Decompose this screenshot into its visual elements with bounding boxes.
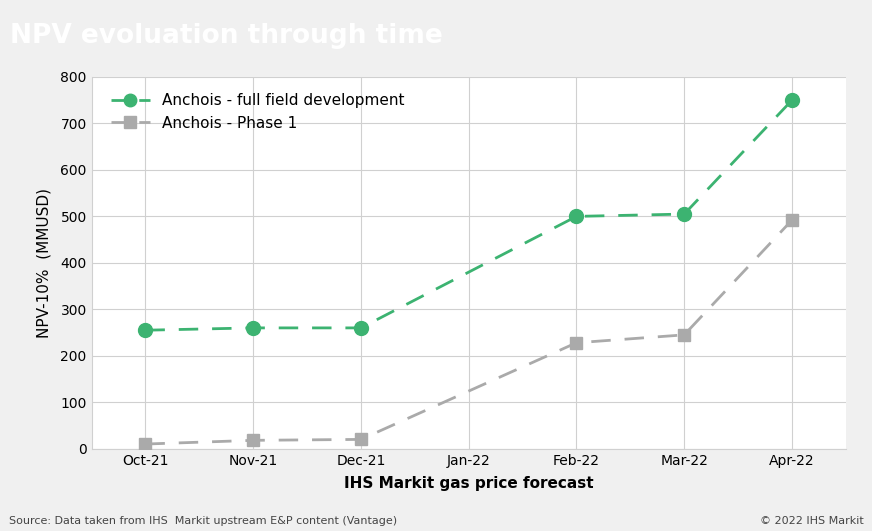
Text: NPV evoluation through time: NPV evoluation through time bbox=[10, 23, 443, 49]
Legend: Anchois - full field development, Anchois - Phase 1: Anchois - full field development, Anchoi… bbox=[106, 88, 409, 135]
Text: © 2022 IHS Markit: © 2022 IHS Markit bbox=[760, 516, 863, 526]
Text: Source: Data taken from IHS  Markit upstream E&P content (Vantage): Source: Data taken from IHS Markit upstr… bbox=[9, 516, 397, 526]
Y-axis label: NPV-10%  (MMUSD): NPV-10% (MMUSD) bbox=[37, 188, 52, 338]
X-axis label: IHS Markit gas price forecast: IHS Markit gas price forecast bbox=[344, 476, 594, 491]
